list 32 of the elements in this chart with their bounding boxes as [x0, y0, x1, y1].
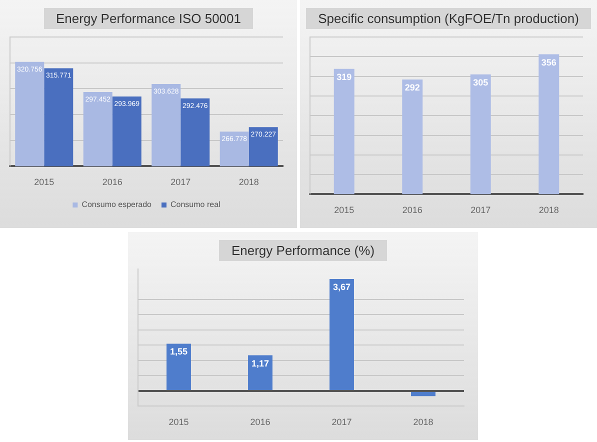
data-label: 319	[336, 72, 352, 82]
x-tick-label: 2016	[250, 417, 270, 428]
chart-title: Specific consumption (KgFOE/Tn production)	[306, 8, 591, 29]
legend-label: Consumo esperado	[82, 200, 152, 210]
data-label: 356	[541, 57, 556, 68]
bar	[402, 79, 423, 194]
x-tick-label: 2017	[470, 205, 491, 216]
data-label: 1,17	[251, 358, 270, 368]
bar	[166, 344, 191, 390]
x-tick-label: 2018	[413, 417, 434, 428]
x-tick-label: 2015	[168, 417, 189, 428]
data-label: 305	[473, 77, 488, 88]
x-tick-label: 2015	[34, 177, 54, 188]
data-label: 1,55	[170, 346, 188, 357]
x-tick-label: 2015	[334, 205, 354, 216]
data-label: 292	[404, 82, 420, 92]
bar	[248, 355, 272, 390]
x-tick-label: 2018	[538, 205, 559, 216]
bar	[334, 68, 354, 194]
chart-title: Energy Performance (%)	[219, 240, 387, 261]
data-label: 3,67	[332, 282, 351, 292]
bar	[411, 392, 436, 396]
chart-title: Energy Performance ISO 50001	[44, 8, 253, 29]
x-tick-label: 2016	[102, 177, 122, 188]
legend-label: Consumo real	[170, 200, 221, 210]
bar	[470, 74, 491, 194]
bar	[538, 54, 560, 194]
x-tick-label: 2016	[402, 205, 422, 216]
x-tick-label: 2018	[238, 177, 259, 188]
x-tick-label: 2017	[332, 417, 352, 428]
bar	[330, 279, 354, 390]
x-tick-label: 2017	[170, 177, 191, 188]
